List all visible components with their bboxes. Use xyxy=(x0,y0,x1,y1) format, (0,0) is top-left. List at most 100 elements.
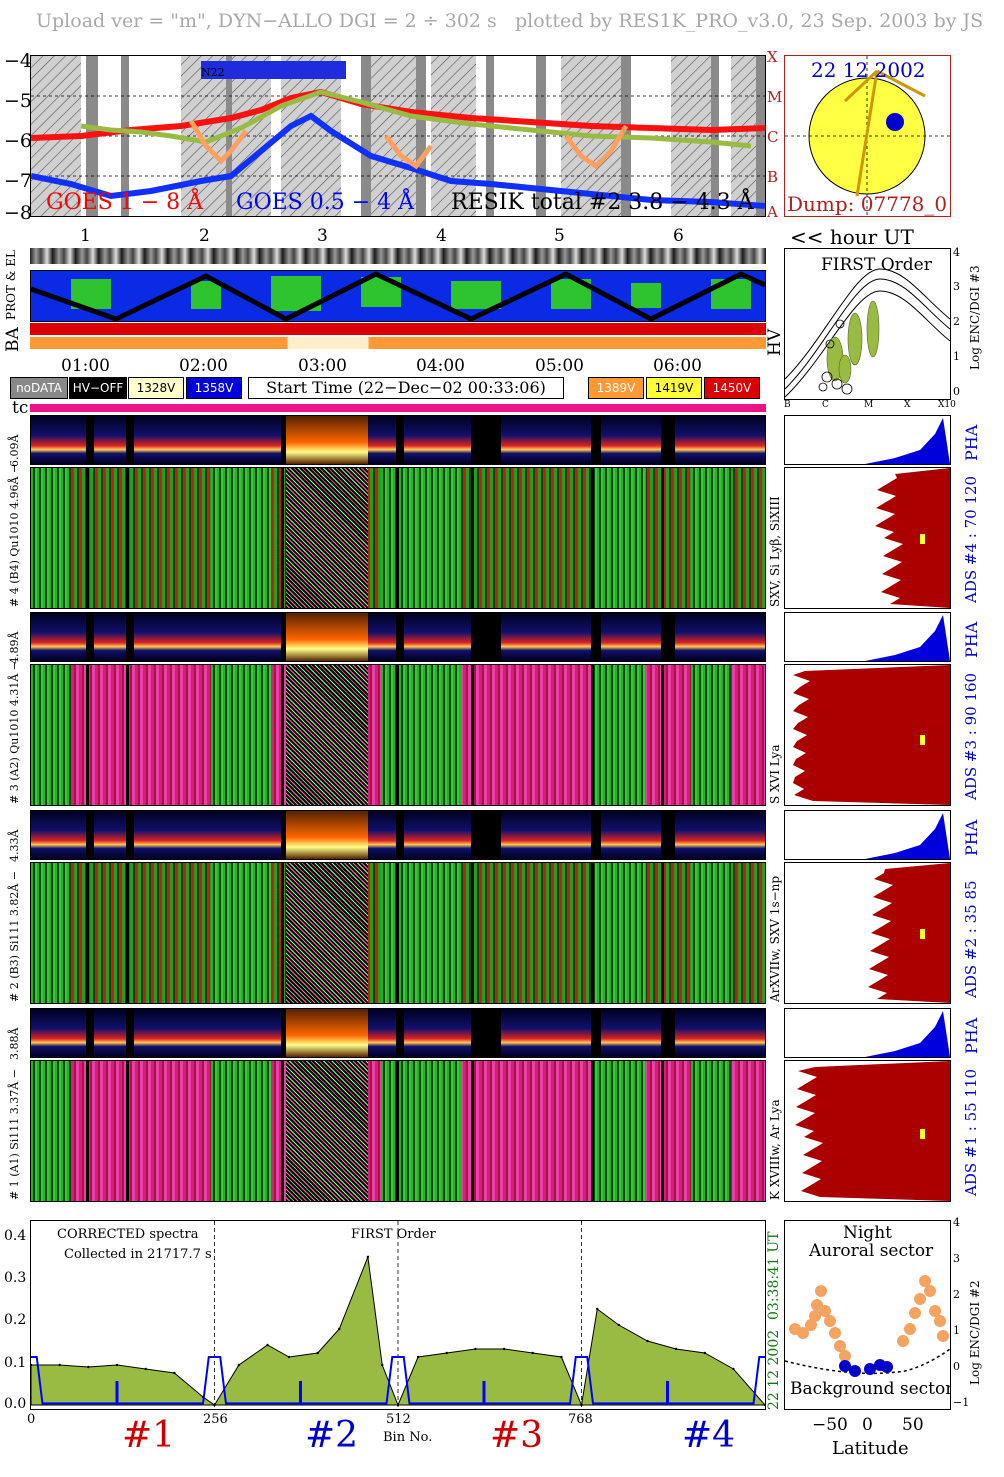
spectrogram-green-band xyxy=(211,468,271,608)
spectrum-point xyxy=(502,1347,506,1351)
spectrum-background-trace xyxy=(31,1356,765,1405)
spec-channel-label: #1 xyxy=(122,1415,176,1456)
lat-ytick: 2 xyxy=(953,1288,960,1301)
pha-gap xyxy=(591,1009,601,1057)
fo-ytick: 4 xyxy=(953,246,960,259)
legend-1358v: 1358V xyxy=(186,377,242,399)
fo-ytick: 3 xyxy=(953,280,960,293)
ads-histogram-plot xyxy=(868,863,950,1003)
goes-grey-band xyxy=(756,56,765,216)
spectrum-xlabel: Bin No. xyxy=(383,1430,433,1445)
spectrogram-gap xyxy=(591,665,594,805)
spectrogram-gap xyxy=(661,468,664,608)
pha-gap xyxy=(661,1009,675,1057)
spectrogram-green-band xyxy=(591,1061,646,1201)
spectrogram-gap xyxy=(471,863,474,1003)
spectrogram-gap xyxy=(126,468,129,608)
pha-gap xyxy=(471,1009,501,1057)
status-label-prot: PROT & EL xyxy=(4,250,18,320)
spectrogram-flare-noise xyxy=(286,665,368,805)
spectrogram-gap xyxy=(126,665,129,805)
ads-histogram-plot xyxy=(795,1061,950,1201)
pha-histogram xyxy=(784,612,951,662)
spectrum-point xyxy=(617,1323,620,1327)
pha-gap xyxy=(661,613,675,661)
spectrogram-green-band xyxy=(591,468,646,608)
channel-right-label: S XVI Lya xyxy=(768,744,782,805)
channel-pha-label: 3.88Å xyxy=(8,1027,21,1060)
lat-xlabel: Latitude xyxy=(832,1438,909,1459)
pha-gap xyxy=(396,811,404,859)
channel-spectrogram xyxy=(30,1060,766,1202)
spectrum-point xyxy=(763,1403,765,1407)
spectrum-point xyxy=(560,1355,563,1359)
legend-1328v: 1328V xyxy=(128,377,184,399)
pha-spectrogram xyxy=(30,415,766,465)
spectrogram-gap xyxy=(126,863,129,1003)
spectrogram-green-band xyxy=(31,468,71,608)
spec-ytick: 0.3 xyxy=(4,1270,27,1286)
lat-bottom-label: Background sector xyxy=(790,1379,951,1399)
spectrogram-gap xyxy=(126,1061,129,1201)
spectrum-point xyxy=(316,1351,319,1355)
fo-ytick: 0 xyxy=(953,385,960,398)
spec-xtick: 0 xyxy=(27,1412,36,1427)
lat-xtick: −50 xyxy=(812,1415,848,1435)
lat-xtick: 0 xyxy=(862,1415,873,1435)
spectrum-series-2 xyxy=(213,1255,399,1406)
hv-strip xyxy=(30,337,766,349)
lat-ytick: 1 xyxy=(953,1324,960,1337)
ads-histogram xyxy=(784,862,951,1004)
spectrum-point xyxy=(144,1367,147,1371)
goes-ytick: −7 xyxy=(4,170,33,192)
ads-histogram xyxy=(784,467,951,609)
pha-gap xyxy=(126,811,134,859)
spectrogram-green-band xyxy=(381,468,461,608)
spectrum-point xyxy=(213,1403,216,1407)
spectrogram-green-band xyxy=(381,665,461,805)
goes-plot: N22 GOES 1 − 8 Å GOES 0.5 − 4 Å RESIK to… xyxy=(31,56,765,216)
ads-label: ADS #1 : 55 110 xyxy=(962,1068,980,1196)
spectrum-point xyxy=(31,1363,33,1367)
prot-el-panel xyxy=(30,270,766,322)
fo-xtick: B xyxy=(784,400,791,410)
pha-gap xyxy=(126,416,134,464)
spectrogram-gap xyxy=(86,863,89,1003)
legend-1450v: 1450V xyxy=(704,377,760,399)
pha-gap xyxy=(661,416,675,464)
pha-flare xyxy=(286,416,368,464)
fo-ytick: 1 xyxy=(953,350,960,363)
spec-channel-label: #4 xyxy=(682,1415,736,1456)
ads-histogram-plot xyxy=(875,468,950,608)
channel-right-label: ArXVIIw, SXV 1s−np xyxy=(768,875,782,1002)
channel-pha-label: 4.33Å xyxy=(8,829,21,862)
time-tick: 04:00 xyxy=(416,356,465,376)
pha-gap xyxy=(471,416,501,464)
pha-gap xyxy=(591,613,601,661)
pha-flare xyxy=(286,1009,368,1057)
spectrum-point xyxy=(732,1367,735,1371)
spectrum-order: FIRST Order xyxy=(351,1227,436,1242)
spectrogram-gap xyxy=(281,665,284,805)
ads-histogram xyxy=(784,664,951,806)
spectrogram-gap xyxy=(396,863,399,1003)
spec-ytick: 0.0 xyxy=(4,1396,27,1412)
pha-histogram xyxy=(784,810,951,860)
legend-1419v: 1419V xyxy=(646,377,702,399)
spectrogram-flare-noise xyxy=(286,1061,368,1201)
fo-xtick: C xyxy=(822,400,829,410)
spectrogram-green-band xyxy=(211,665,271,805)
pha-gap xyxy=(126,613,134,661)
pha-histogram-plot xyxy=(785,418,950,464)
spectrogram-green-band xyxy=(381,863,461,1003)
spec-channel-label: #3 xyxy=(490,1415,544,1456)
ads-histogram xyxy=(784,1060,951,1202)
lat-title-auroral: Auroral sector xyxy=(809,1241,934,1261)
spectrogram-gap xyxy=(471,665,474,805)
channel-right-label: SXV, Si Lyβ, SiXIII xyxy=(768,496,782,607)
sun-panel: 22 12 2002 Dump: 07778_0 xyxy=(784,55,951,217)
channel-spectrogram xyxy=(30,467,766,609)
spectrum-plot xyxy=(31,1221,765,1409)
goes-class: C xyxy=(767,128,779,146)
spectrum-point xyxy=(646,1339,649,1343)
